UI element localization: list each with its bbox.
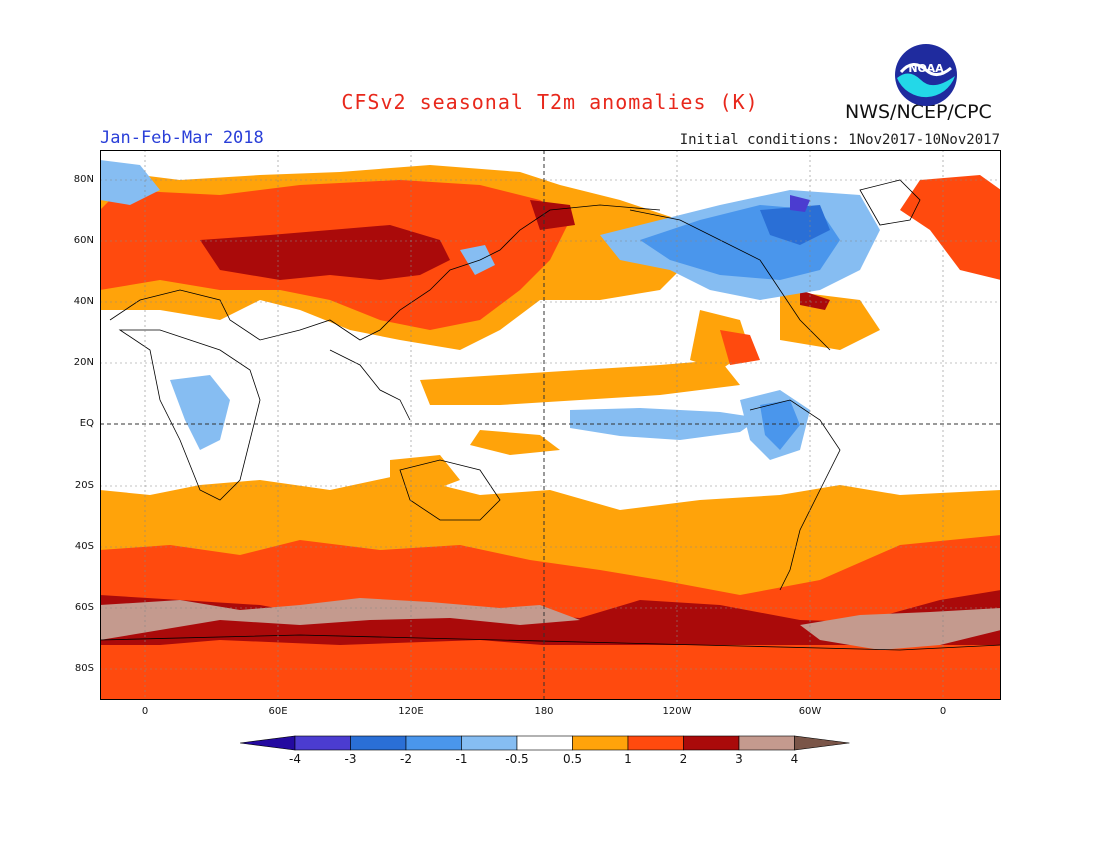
initial-conditions: Initial conditions: 1Nov2017-10Nov2017 [679,132,1000,148]
colorbar-tick-label: 0.5 [562,752,583,766]
colorbar-segment [294,735,351,751]
lat-label: 80S [74,663,94,674]
lat-label: 60S [74,602,94,613]
agency-label: NWS/NCEP/CPC [845,101,992,123]
forecast-period: Jan-Feb-Mar 2018 [100,128,264,148]
graticule [100,150,1001,700]
colorbar-segment [405,735,462,751]
lat-label: EQ [79,418,94,429]
lon-label: 0 [141,706,149,717]
colorbar-segment [627,735,684,751]
colorbar-segment [572,735,629,751]
colorbar-segment [683,735,740,751]
colorbar-tick-label: 1 [624,752,632,766]
lon-label: 180 [534,706,554,717]
colorbar-tick-label: -3 [344,752,357,766]
tropical-warm-patches [390,360,740,495]
lon-label: 0 [939,706,947,717]
continent-outlines [100,179,1001,651]
colorbar-segment [461,735,518,751]
colorbar-tick-label: 3 [735,752,743,766]
colorbar-tick-label: -4 [289,752,301,766]
colorbar-segment [738,735,795,751]
colorbar-segment-max [794,735,850,751]
lat-label: 20S [74,480,94,491]
lat-label: 40N [73,296,94,307]
colorbar-tick-label: 4 [790,752,799,766]
cold-anomalies [100,160,880,460]
lon-label: 120W [662,706,692,717]
colorbar-tick-label: -1 [455,752,468,766]
reference-lines [100,150,1001,700]
logo-text: NOAA [908,62,944,75]
map-title: CFSv2 seasonal T2m anomalies (K) [341,90,759,114]
lat-label: 20N [73,357,94,368]
lat-label: 40S [74,541,94,552]
lon-label: 60W [798,706,822,717]
lat-label: 80N [73,174,94,185]
colorbar-tick-label: -0.5 [505,752,529,766]
anomaly-map [100,150,1001,700]
colorbar-segment [350,735,407,751]
northern-warm-regions [100,165,1001,370]
lat-label: 60N [73,235,94,246]
colorbar [239,734,860,774]
colorbar-tick-label: 2 [679,752,688,766]
colorbar-segment [516,735,573,751]
noaa-logo: NOAA [893,42,959,108]
colorbar-tick-label: -2 [400,752,412,766]
lon-label: 60E [268,706,288,717]
southern-warm-bands [100,475,1001,700]
colorbar-segment-min [239,735,296,751]
lon-label: 120E [398,706,424,717]
